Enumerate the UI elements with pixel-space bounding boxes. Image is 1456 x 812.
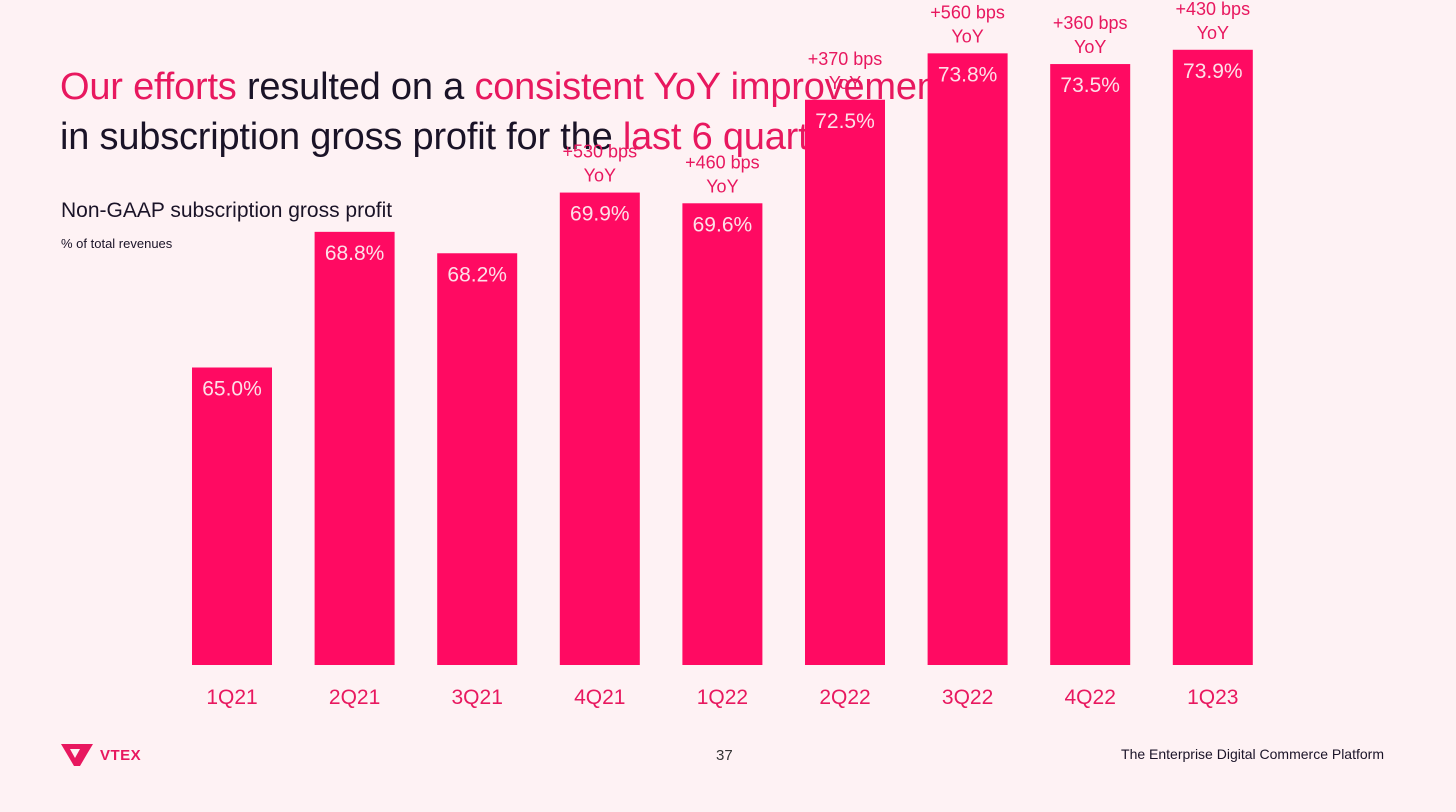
bar-value-label: 68.8% — [325, 242, 385, 265]
yoy-annotation: YoY — [1197, 23, 1229, 43]
yoy-annotation: YoY — [584, 166, 616, 186]
bar-value-label: 65.0% — [202, 378, 262, 401]
vtex-logo: VTEX — [60, 742, 141, 768]
headline-segment: in subscription gross profit for the — [60, 116, 623, 158]
category-label: 1Q22 — [697, 686, 748, 709]
bar — [192, 367, 272, 665]
footer-tagline: The Enterprise Digital Commerce Platform — [1121, 746, 1384, 762]
yoy-annotation: YoY — [1074, 37, 1106, 57]
yoy-annotation: YoY — [829, 73, 861, 93]
bar — [437, 253, 518, 665]
yoy-annotation: YoY — [706, 176, 738, 196]
bar-value-label: 73.5% — [1060, 74, 1120, 97]
bar-value-label: 73.9% — [1183, 60, 1243, 83]
bar — [1050, 64, 1131, 666]
vtex-brand-text: VTEX — [100, 746, 142, 764]
bar — [682, 203, 763, 665]
bar — [927, 53, 1008, 666]
headline-segment: resulted on a — [236, 66, 475, 108]
headline-segment: Our efforts — [60, 66, 237, 108]
bar — [805, 99, 885, 665]
yoy-annotation: +370 bps — [808, 49, 883, 69]
yoy-annotation: +530 bps — [563, 142, 638, 162]
chart-subtitle: % of total revenues — [61, 236, 173, 251]
page-number: 37 — [716, 747, 733, 764]
chart-title: Non-GAAP subscription gross profit — [61, 199, 393, 222]
bar-value-label: 69.9% — [570, 203, 630, 226]
category-label: 3Q21 — [452, 686, 503, 709]
category-label: 3Q22 — [942, 686, 993, 709]
yoy-annotation: YoY — [951, 26, 983, 46]
bar-value-label: 68.2% — [447, 263, 507, 286]
category-label: 4Q22 — [1065, 686, 1116, 709]
bar-value-label: 72.5% — [815, 110, 875, 133]
category-label: 2Q21 — [329, 686, 380, 709]
yoy-annotation: +360 bps — [1053, 13, 1128, 33]
headline: Our efforts resulted on a consistent YoY… — [60, 62, 948, 162]
category-label: 1Q21 — [206, 686, 257, 709]
bar-value-label: 73.8% — [938, 63, 998, 86]
bar — [1172, 49, 1253, 665]
vtex-logo-icon — [61, 744, 93, 766]
yoy-annotation: +430 bps — [1176, 0, 1251, 19]
bar — [559, 192, 640, 665]
yoy-annotation: +460 bps — [685, 152, 760, 172]
category-label: 1Q23 — [1187, 686, 1238, 709]
yoy-annotation: +560 bps — [930, 2, 1005, 22]
category-label: 2Q22 — [819, 686, 870, 709]
category-label: 4Q21 — [574, 686, 625, 709]
bar — [314, 231, 395, 665]
bar-value-label: 69.6% — [693, 213, 753, 236]
headline-line-2: in subscription gross profit for the las… — [60, 112, 948, 162]
